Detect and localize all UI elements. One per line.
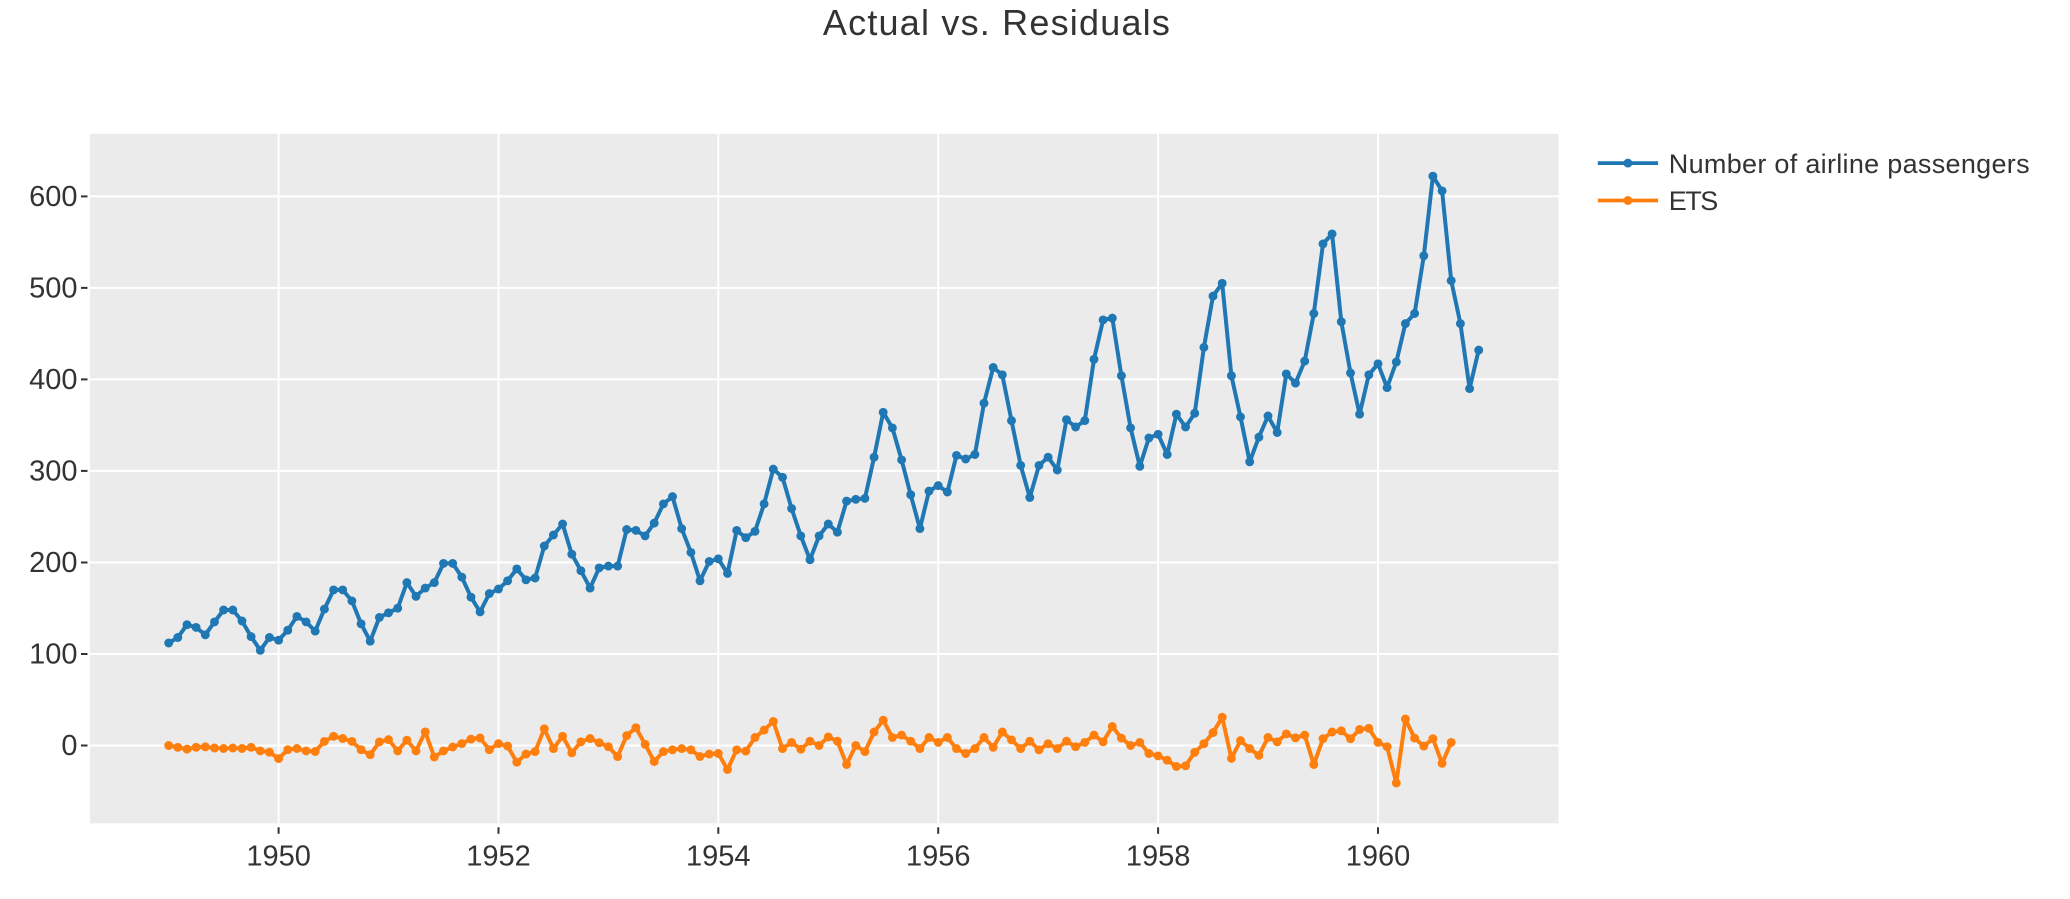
svg-text:0: 0 xyxy=(61,730,77,762)
svg-text:1960: 1960 xyxy=(1346,841,1411,873)
svg-text:600: 600 xyxy=(29,181,77,213)
svg-text:500: 500 xyxy=(29,273,77,305)
svg-text:300: 300 xyxy=(29,456,77,488)
svg-text:100: 100 xyxy=(29,639,77,671)
svg-text:1954: 1954 xyxy=(686,841,751,873)
svg-text:400: 400 xyxy=(29,364,77,396)
svg-text:ETS: ETS xyxy=(1669,186,1718,216)
svg-text:1950: 1950 xyxy=(246,841,311,873)
svg-text:1958: 1958 xyxy=(1126,841,1191,873)
svg-text:200: 200 xyxy=(29,547,77,579)
svg-text:1952: 1952 xyxy=(466,841,531,873)
svg-text:Actual vs. Residuals: Actual vs. Residuals xyxy=(823,2,1171,43)
svg-text:Number of airline passengers: Number of airline passengers xyxy=(1669,149,2030,179)
svg-text:1956: 1956 xyxy=(906,841,971,873)
